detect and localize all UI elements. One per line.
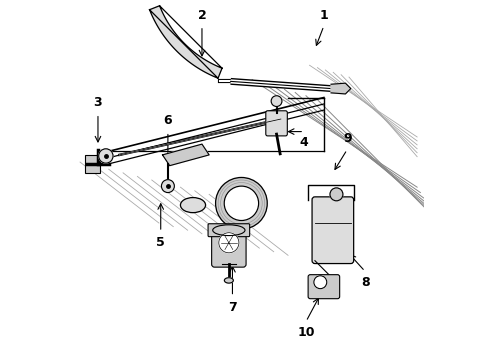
- FancyBboxPatch shape: [208, 224, 250, 237]
- FancyBboxPatch shape: [266, 111, 287, 136]
- FancyBboxPatch shape: [308, 275, 340, 299]
- Circle shape: [216, 177, 267, 229]
- Circle shape: [219, 233, 239, 253]
- Text: 6: 6: [164, 114, 172, 127]
- Text: 4: 4: [300, 136, 309, 149]
- Ellipse shape: [213, 225, 245, 235]
- Circle shape: [224, 186, 259, 221]
- Polygon shape: [331, 83, 351, 94]
- Polygon shape: [163, 144, 209, 166]
- Circle shape: [271, 96, 282, 107]
- Polygon shape: [149, 6, 222, 78]
- FancyBboxPatch shape: [312, 197, 354, 264]
- Circle shape: [98, 149, 113, 163]
- Circle shape: [314, 276, 327, 289]
- Text: 8: 8: [361, 276, 369, 289]
- Text: 10: 10: [297, 326, 315, 339]
- Text: 1: 1: [319, 9, 328, 22]
- Bar: [85, 155, 100, 173]
- Ellipse shape: [224, 278, 233, 283]
- Circle shape: [330, 188, 343, 201]
- FancyBboxPatch shape: [212, 229, 246, 267]
- Text: 5: 5: [156, 236, 165, 249]
- Text: 2: 2: [197, 9, 206, 22]
- Circle shape: [161, 180, 174, 193]
- Text: 3: 3: [94, 96, 102, 109]
- Ellipse shape: [180, 198, 205, 213]
- Text: 7: 7: [228, 301, 237, 314]
- Text: 9: 9: [343, 132, 351, 145]
